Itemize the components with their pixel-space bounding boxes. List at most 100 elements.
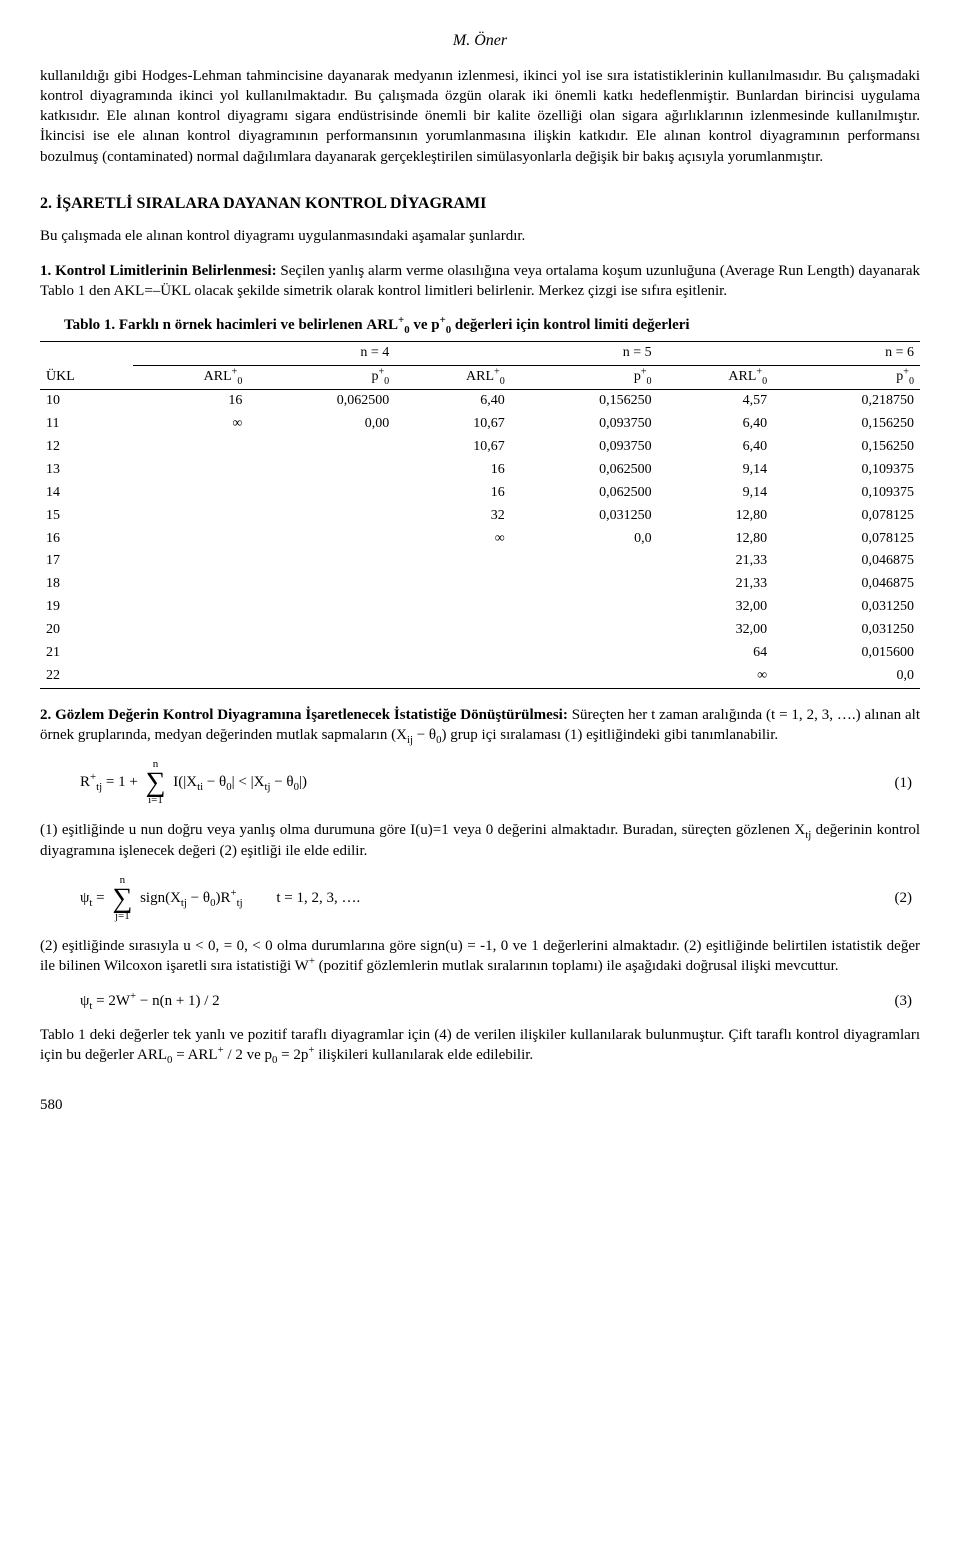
table-cell <box>133 436 249 459</box>
step1-lead: 1. Kontrol Limitlerinin Belirlenmesi: <box>40 263 277 279</box>
table-cell <box>133 573 249 596</box>
table-row: 13 160,0625009,140,109375 <box>40 459 920 482</box>
table-cell <box>133 665 249 688</box>
table-cell: 0,156250 <box>773 413 920 436</box>
table-cell: ∞ <box>133 413 249 436</box>
table-cell <box>395 619 511 642</box>
col-ukl: ÜKL <box>40 366 133 390</box>
table-cell: 11 <box>40 413 133 436</box>
table-cell: 0,109375 <box>773 459 920 482</box>
table-cell: 12 <box>40 436 133 459</box>
table-cell: 0,078125 <box>773 505 920 528</box>
table1-caption: Tablo 1. Farklı n örnek hacimleri ve bel… <box>64 315 920 335</box>
table-cell: 0,046875 <box>773 573 920 596</box>
group-n6: n = 6 <box>658 342 920 366</box>
table-cell: 0,031250 <box>511 505 658 528</box>
table-cell <box>248 596 395 619</box>
table-cell <box>511 596 658 619</box>
table-cell <box>248 550 395 573</box>
col-arl-n6: ARL+0 <box>658 366 774 390</box>
table-cell: 9,14 <box>658 482 774 505</box>
table-cell: 9,14 <box>658 459 774 482</box>
table-row: 1932,000,031250 <box>40 596 920 619</box>
table-cell <box>133 550 249 573</box>
table-cell: 0,218750 <box>773 390 920 413</box>
table-cell <box>248 619 395 642</box>
caption-part-a: Tablo 1. Farklı n örnek hacimleri ve bel… <box>64 317 366 333</box>
table-row: 16∞0,012,800,078125 <box>40 528 920 551</box>
table-row: 11∞0,0010,670,0937506,400,156250 <box>40 413 920 436</box>
table-cell: 17 <box>40 550 133 573</box>
table-cell <box>395 550 511 573</box>
table-cell: 64 <box>658 642 774 665</box>
equation-3: ψt = 2W+ − n(n + 1) / 2 (3) <box>80 991 920 1011</box>
sum-icon: n ∑ i=1 <box>146 759 166 806</box>
table-cell: 21 <box>40 642 133 665</box>
table-cell <box>133 528 249 551</box>
table-cell: 0,109375 <box>773 482 920 505</box>
section-2-p6: Tablo 1 deki değerler tek yanlı ve pozit… <box>40 1025 920 1066</box>
table-cell: 21,33 <box>658 550 774 573</box>
caption-part-b: ve <box>413 317 431 333</box>
equation-2: ψt = n ∑ j=1 sign(Xtj − θ0)R+tj t = 1, 2… <box>80 875 920 922</box>
table-cell <box>511 550 658 573</box>
table-cell <box>395 596 511 619</box>
group-n5: n = 5 <box>395 342 657 366</box>
table-cell: 0,062500 <box>248 390 395 413</box>
table-cell: 0,015600 <box>773 642 920 665</box>
table-cell <box>395 665 511 688</box>
table1-header-row: ÜKL ARL+0 p+0 ARL+0 p+0 ARL+0 p+0 <box>40 366 920 390</box>
table-cell <box>133 596 249 619</box>
table-cell: 0,093750 <box>511 436 658 459</box>
table-cell: 0,031250 <box>773 619 920 642</box>
table-cell: 4,57 <box>658 390 774 413</box>
table-row: 2032,000,031250 <box>40 619 920 642</box>
table-cell: 10,67 <box>395 436 511 459</box>
table-cell: 0,062500 <box>511 459 658 482</box>
table-cell: 0,062500 <box>511 482 658 505</box>
table-cell: 32 <box>395 505 511 528</box>
table-cell: 0,0 <box>511 528 658 551</box>
table-cell <box>133 482 249 505</box>
eq2-cond: t = 1, 2, 3, …. <box>276 890 360 906</box>
table-row: 22∞0,0 <box>40 665 920 688</box>
table-cell: 0,156250 <box>773 436 920 459</box>
step2-rest-c: ) grup içi sıralaması (1) eşitliğindeki … <box>442 727 779 743</box>
table-cell <box>248 436 395 459</box>
table-cell: 15 <box>40 505 133 528</box>
table-cell: 20 <box>40 619 133 642</box>
table-row: 1721,330,046875 <box>40 550 920 573</box>
table-cell: 0,0 <box>773 665 920 688</box>
equation-1: R+tj = 1 + n ∑ i=1 I(|Xti − θ0| < |Xtj −… <box>80 759 920 806</box>
table1: n = 4 n = 5 n = 6 ÜKL ARL+0 p+0 ARL+0 p+… <box>40 341 920 688</box>
table-cell <box>511 642 658 665</box>
eq2-label: (2) <box>895 888 921 908</box>
table-cell <box>395 642 511 665</box>
table-cell <box>248 459 395 482</box>
table-row: 14160,0625009,140,109375 <box>40 482 920 505</box>
page-number: 580 <box>40 1095 920 1115</box>
table-cell: 21,33 <box>658 573 774 596</box>
table-cell: 0,031250 <box>773 596 920 619</box>
caption-part-c: değerleri için kontrol limiti değerleri <box>455 317 690 333</box>
section-2-title: 2. İŞARETLİ SIRALARA DAYANAN KONTROL DİY… <box>40 193 920 215</box>
table-cell: 6,40 <box>658 436 774 459</box>
table-cell <box>511 573 658 596</box>
col-arl-n5: ARL+0 <box>395 366 511 390</box>
table-row: 1821,330,046875 <box>40 573 920 596</box>
table-cell <box>133 459 249 482</box>
table1-group-row: n = 4 n = 5 n = 6 <box>40 342 920 366</box>
col-p-n6: p+0 <box>773 366 920 390</box>
section-2-p4: (1) eşitliğinde u nun doğru veya yanlış … <box>40 820 920 861</box>
table-row: 10160,0625006,400,1562504,570,218750 <box>40 390 920 413</box>
table-cell: 14 <box>40 482 133 505</box>
table-cell: 0,00 <box>248 413 395 436</box>
section-2-p1: Bu çalışmada ele alınan kontrol diyagram… <box>40 226 920 246</box>
table-cell: 16 <box>395 459 511 482</box>
eq3-label: (3) <box>895 991 921 1011</box>
table-cell: 13 <box>40 459 133 482</box>
table-cell: 0,078125 <box>773 528 920 551</box>
section-2-step1: 1. Kontrol Limitlerinin Belirlenmesi: Se… <box>40 261 920 302</box>
author-name: M. Öner <box>40 30 920 52</box>
table-cell: 16 <box>133 390 249 413</box>
